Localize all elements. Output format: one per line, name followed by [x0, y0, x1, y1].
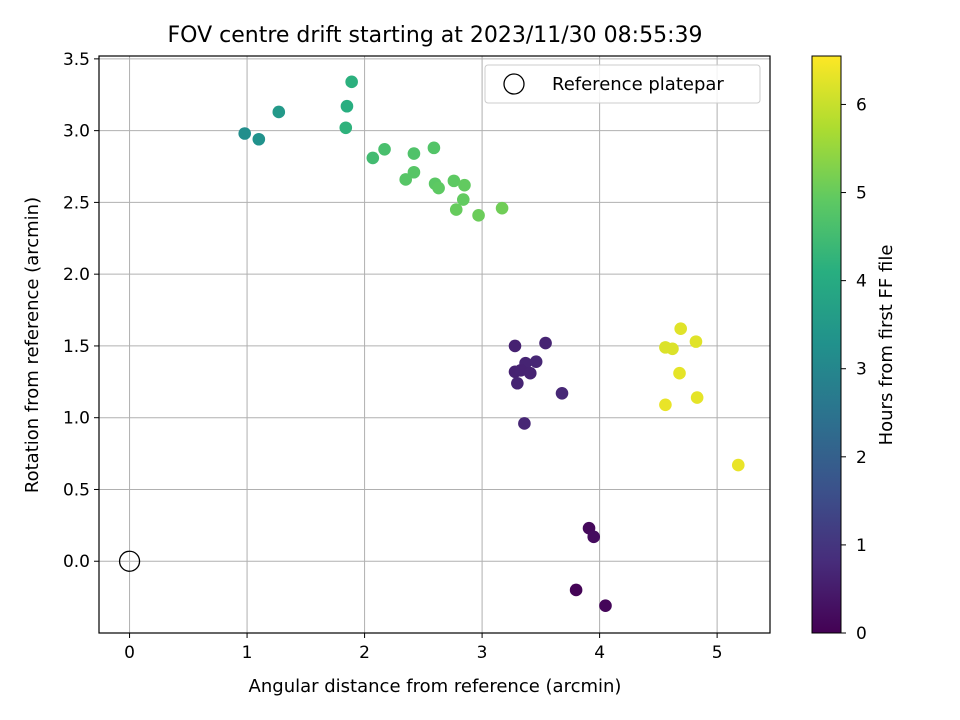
data-point — [399, 173, 413, 186]
data-point — [674, 322, 687, 336]
colorbar-tick-label: 3 — [856, 360, 867, 380]
colorbar-ticks: 0 1 2 3 4 5 6 — [841, 95, 867, 644]
data-point — [458, 178, 471, 192]
y-tick-label: 1.0 — [63, 409, 90, 429]
y-tick-label: 3.5 — [63, 50, 90, 70]
legend-entry-reference: Reference platepar — [552, 74, 724, 95]
data-point — [447, 174, 461, 188]
x-axis-ticks: 0 1 2 3 4 5 — [124, 633, 723, 663]
data-point — [569, 583, 583, 597]
data-point — [407, 147, 421, 160]
data-point — [731, 458, 745, 472]
data-point — [449, 203, 463, 216]
grid — [99, 56, 770, 633]
data-point — [523, 366, 537, 380]
chart-title: FOV centre drift starting at 2023/11/30 … — [168, 23, 703, 48]
y-tick-label: 1.5 — [63, 337, 90, 357]
legend-box — [484, 64, 761, 104]
legend-marker — [503, 73, 525, 95]
data-point — [366, 151, 380, 165]
x-tick-label: 5 — [712, 643, 723, 663]
data-point — [518, 417, 531, 430]
data-point — [495, 201, 509, 215]
data-point — [432, 181, 445, 195]
data-point — [427, 141, 441, 155]
data-point — [539, 336, 552, 350]
data-point — [378, 142, 391, 156]
data-point — [238, 127, 252, 140]
y-tick-label: 0.0 — [63, 552, 90, 572]
reference-platepar-marker — [118, 550, 141, 572]
x-tick-label: 1 — [242, 643, 253, 663]
x-tick-label: 0 — [124, 643, 135, 663]
colorbar-tick-label: 4 — [856, 272, 867, 292]
y-axis-ticks: 0.0 0.5 1.0 1.5 2.0 2.5 3.0 3.5 — [63, 50, 99, 572]
legend: Reference platepar — [484, 64, 761, 104]
data-point — [666, 342, 679, 356]
colorbar-tick-label: 2 — [856, 448, 867, 468]
x-axis-label: Angular distance from reference (arcmin) — [249, 676, 622, 697]
data-point — [508, 339, 522, 353]
data-point — [659, 398, 672, 412]
data-point — [340, 99, 354, 113]
x-tick-label: 4 — [594, 643, 605, 663]
data-point — [456, 193, 470, 206]
plot-frame — [98, 55, 771, 634]
y-tick-label: 2.0 — [63, 265, 90, 285]
colorbar: 0 1 2 3 4 5 6 Hours from first FF file — [811, 55, 897, 644]
data-point — [599, 599, 612, 613]
y-tick-label: 3.0 — [63, 122, 90, 142]
y-tick-label: 0.5 — [63, 480, 90, 500]
data-point — [529, 355, 543, 369]
colorbar-label: Hours from first FF file — [876, 245, 897, 446]
colorbar-tick-label: 1 — [856, 536, 867, 556]
colorbar-tick-label: 0 — [856, 624, 867, 644]
data-point — [673, 366, 686, 380]
data-point — [555, 387, 569, 400]
data-point — [407, 165, 421, 179]
data-point — [339, 121, 353, 135]
data-point — [690, 391, 704, 404]
data-point — [345, 75, 358, 89]
data-point — [587, 530, 601, 544]
x-tick-label: 3 — [477, 643, 488, 663]
data-points — [118, 75, 745, 613]
colorbar-gradient — [811, 55, 842, 634]
data-point — [511, 376, 524, 390]
colorbar-tick-label: 6 — [856, 95, 867, 115]
y-axis-label: Rotation from reference (arcmin) — [22, 197, 43, 493]
data-point — [252, 132, 266, 146]
y-tick-label: 2.5 — [63, 193, 90, 213]
data-point — [272, 105, 286, 119]
x-tick-label: 2 — [359, 643, 370, 663]
colorbar-tick-label: 5 — [856, 184, 867, 204]
data-point — [472, 209, 485, 222]
data-point — [689, 335, 703, 348]
